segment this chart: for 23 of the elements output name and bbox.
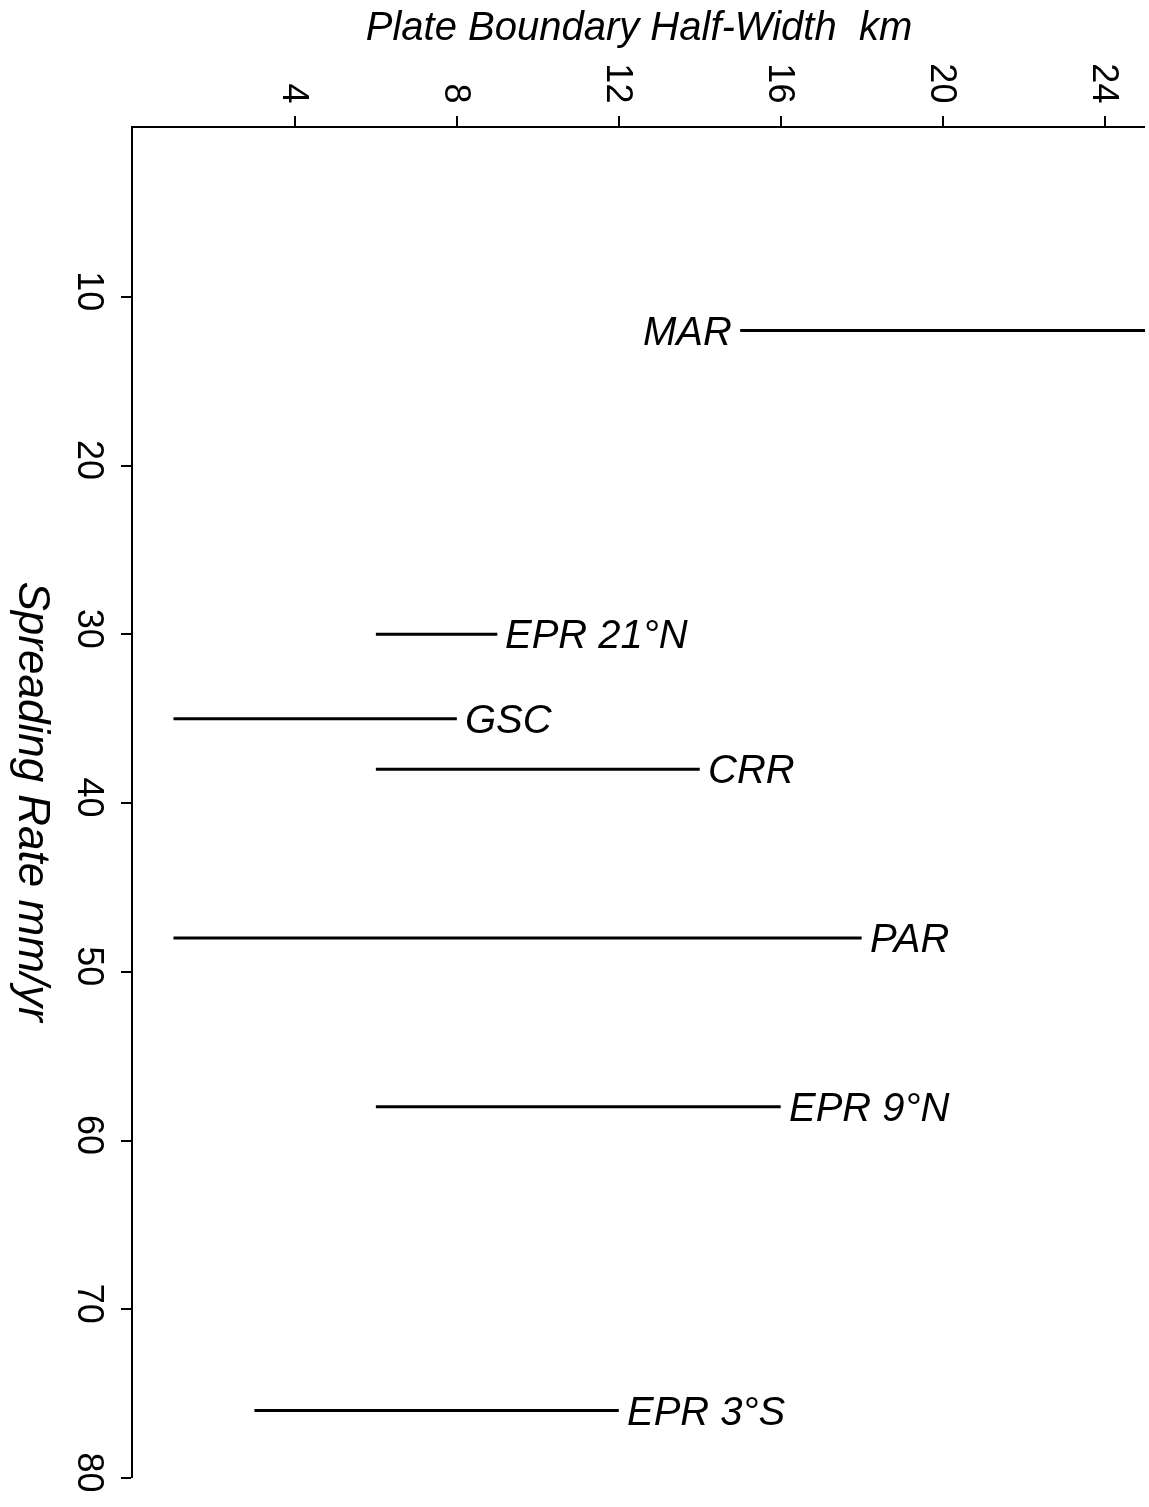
series-label: MAR: [643, 309, 732, 353]
y-tick-label: 80: [69, 1452, 111, 1493]
x-tick-label: 24: [1084, 63, 1126, 104]
y-tick-label: 60: [69, 1115, 111, 1156]
y-tick-label: 30: [69, 608, 111, 649]
x-tick-label: 12: [599, 63, 641, 104]
series-label: CRR: [708, 747, 795, 791]
series-label: GSC: [465, 697, 553, 741]
y-axis-title: Spreading Rate mm/yr: [9, 581, 59, 1025]
x-tick-label: 20: [922, 63, 964, 104]
x-tick-label: 8: [437, 83, 479, 104]
series-label: EPR 21°N: [505, 612, 688, 656]
y-tick-label: 20: [69, 440, 111, 481]
x-tick-label: 16: [760, 63, 802, 104]
y-tick-label: 40: [69, 777, 111, 818]
series-label: PAR: [870, 916, 950, 960]
x-axis-title: Plate Boundary Half-Width km: [365, 4, 913, 49]
y-tick-label: 70: [69, 1283, 111, 1324]
y-tick-label: 50: [69, 946, 111, 987]
series-label: EPR 3°S: [627, 1389, 786, 1433]
y-tick-label: 10: [69, 271, 111, 312]
x-tick-label: 4: [275, 83, 317, 104]
series-label: EPR 9°N: [789, 1085, 950, 1129]
